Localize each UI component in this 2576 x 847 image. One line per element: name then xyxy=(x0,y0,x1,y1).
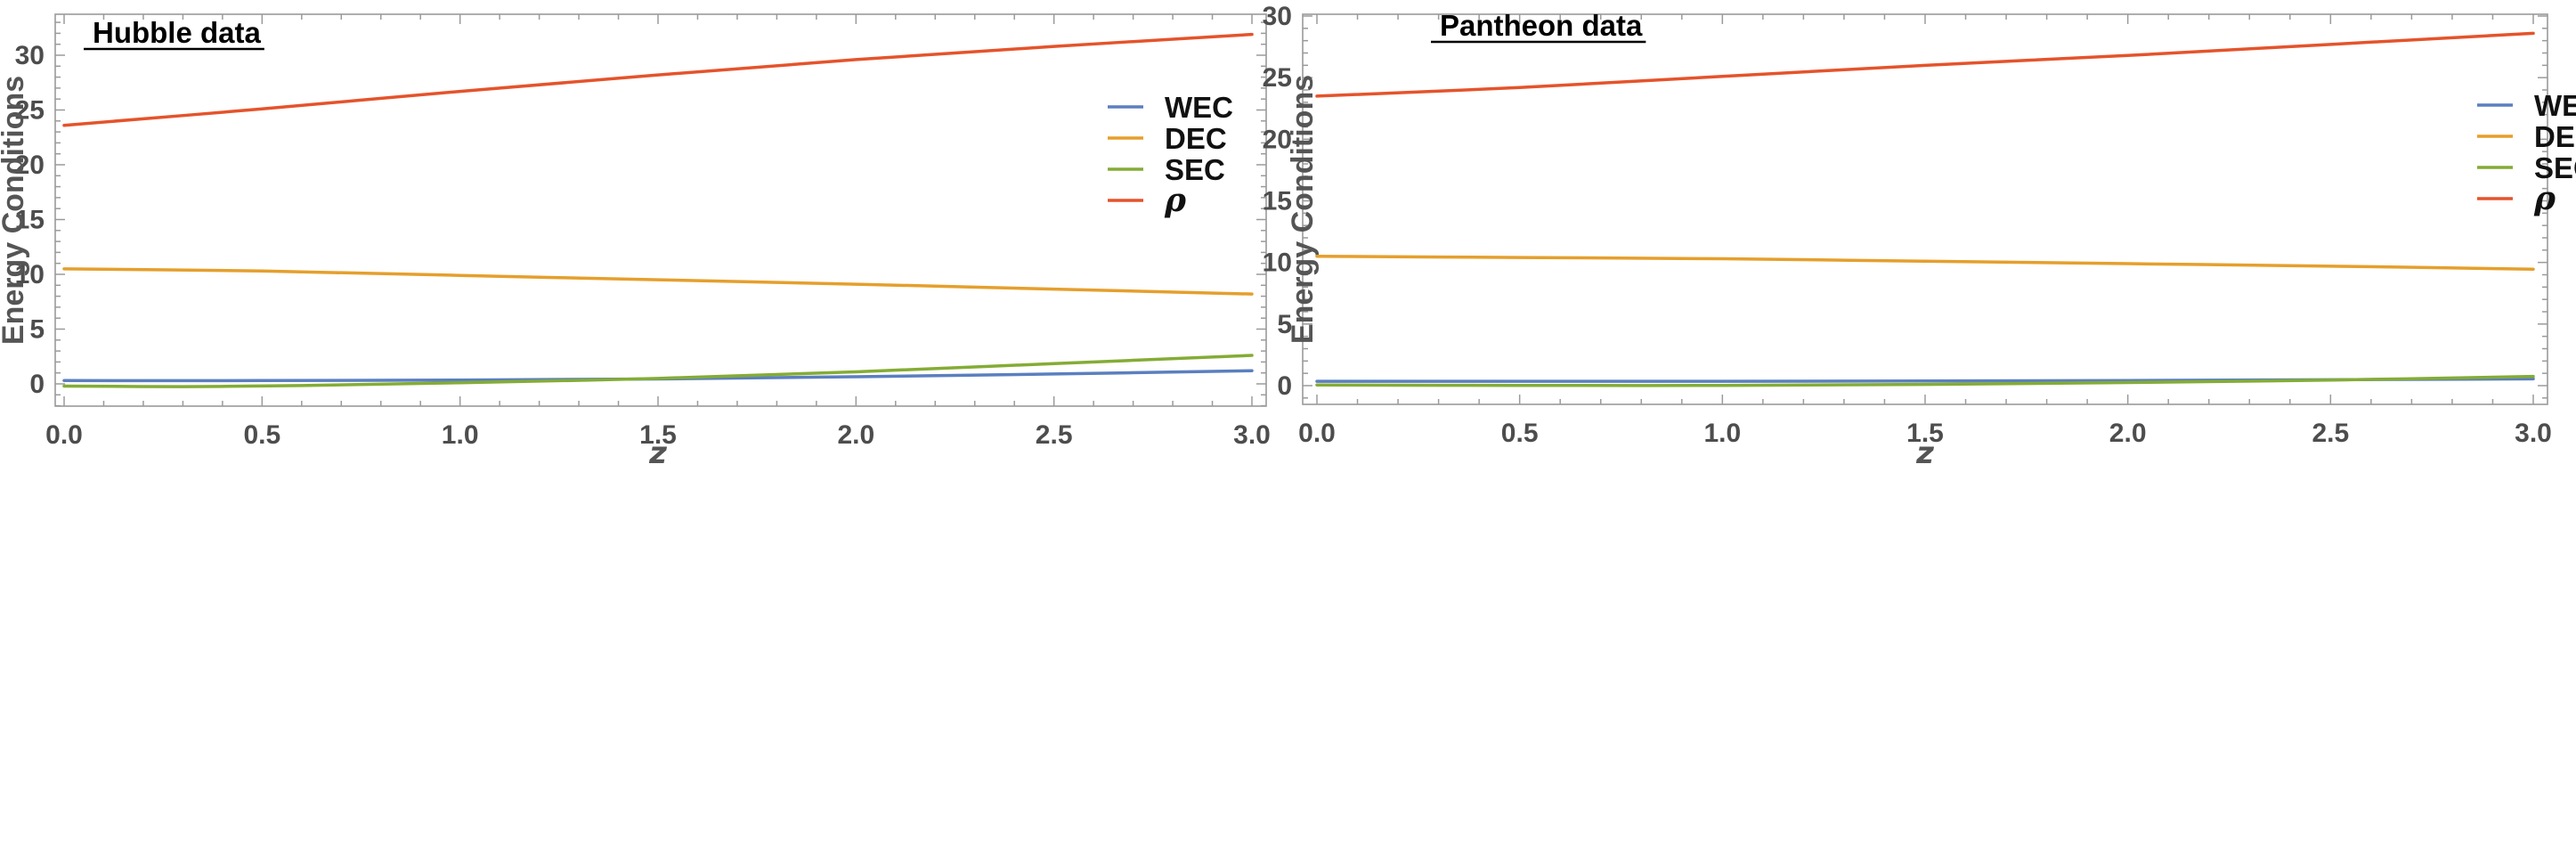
pantheon-y-tick-label: 30 xyxy=(1263,2,1292,31)
hubble-x-tick-label: 3.0 xyxy=(1233,420,1271,450)
hubble-chart-panel: 0.0 0.5 1.0 1.5 2.0 2.5 3.0 0 5 10 15 20 25 30 z Energy… xyxy=(0,13,1271,471)
pantheon-x-tick-label: 2.5 xyxy=(2312,419,2349,448)
pantheon-y-tick-label: 25 xyxy=(1263,63,1292,93)
hubble-legend-item-wec: WEC xyxy=(1108,91,1233,124)
pantheon-legend-item-dec: DEC xyxy=(2477,120,2576,153)
pantheon-y-axis-title: Energy Conditions xyxy=(1286,75,1320,344)
pantheon-chart: 0.0 0.5 1.0 1.5 2.0 2.5 3.0 0 5 10 15 20 25 30 z Energy… xyxy=(1263,2,2576,471)
pantheon-series-rho-line xyxy=(1315,31,2535,98)
hubble-x-tick-label: 2.0 xyxy=(837,420,874,450)
hubble-y-tick-label: 30 xyxy=(15,41,45,70)
pantheon-legend-label-wec: WEC xyxy=(2534,89,2576,122)
hubble-chart: 0.0 0.5 1.0 1.5 2.0 2.5 3.0 0 5 10 15 20 25 30 z Energy… xyxy=(0,13,1271,471)
hubble-x-axis: 0.0 0.5 1.0 1.5 2.0 2.5 3.0 xyxy=(45,14,1271,450)
hubble-chart-title: Hubble data xyxy=(93,16,261,49)
hubble-y-tick-label: 0 xyxy=(29,370,45,399)
pantheon-x-tick-label: 1.0 xyxy=(1703,419,1741,448)
hubble-legend-label-sec: SEC xyxy=(1165,153,1225,186)
hubble-series-dec-line xyxy=(62,267,1254,296)
pantheon-y-tick-label: 5 xyxy=(1277,310,1292,339)
hubble-legend-item-sec: SEC xyxy=(1108,153,1225,186)
pantheon-x-axis-title: z xyxy=(1915,436,1934,471)
pantheon-x-tick-label: 3.0 xyxy=(2515,419,2552,448)
hubble-y-tick-label: 20 xyxy=(15,151,45,180)
pantheon-legend-label-sec: SEC xyxy=(2534,151,2576,184)
hubble-x-tick-label: 0.0 xyxy=(45,420,83,450)
hubble-y-axis: 0 5 10 15 20 25 30 xyxy=(15,21,1266,407)
hubble-legend-item-dec: DEC xyxy=(1108,122,1227,155)
pantheon-chart-title: Pantheon data xyxy=(1440,9,1643,42)
hubble-y-tick-label: 10 xyxy=(15,260,45,289)
hubble-y-tick-label: 25 xyxy=(15,96,45,126)
pantheon-series-sec-line xyxy=(1315,374,2535,387)
hubble-y-tick-label: 5 xyxy=(29,315,45,345)
hubble-series-rho-line xyxy=(62,32,1254,127)
pantheon-legend-label-rho: ρ xyxy=(2533,180,2556,217)
hubble-x-tick-label: 1.5 xyxy=(639,420,677,450)
pantheon-y-tick-label: 0 xyxy=(1277,371,1292,401)
hubble-x-tick-label: 0.5 xyxy=(243,420,280,450)
pantheon-x-tick-label: 2.0 xyxy=(2109,419,2147,448)
hubble-legend-item-rho: ρ xyxy=(1108,182,1187,219)
pantheon-legend-item-sec: SEC xyxy=(2477,151,2576,184)
hubble-x-tick-label: 2.5 xyxy=(1036,420,1073,450)
hubble-series-group xyxy=(62,32,1254,388)
hubble-legend-label-wec: WEC xyxy=(1165,91,1233,124)
pantheon-series-dec-line xyxy=(1315,255,2535,272)
hubble-legend-label-dec: DEC xyxy=(1165,122,1227,155)
pantheon-plot: 0.0 0.5 1.0 1.5 2.0 2.5 3.0 0 5 10 15 20 25 30 z Energy… xyxy=(1263,2,2576,471)
pantheon-chart-panel: 0.0 0.5 1.0 1.5 2.0 2.5 3.0 0 5 10 15 20 25 30 z Energy… xyxy=(1263,0,2576,847)
pantheon-y-tick-label: 15 xyxy=(1263,187,1292,216)
pantheon-y-tick-label: 10 xyxy=(1263,248,1292,278)
pantheon-legend-item-wec: WEC xyxy=(2477,89,2576,122)
pantheon-plot-frame xyxy=(1302,13,2548,405)
pantheon-legend-item-rho: ρ xyxy=(2477,180,2556,217)
hubble-x-tick-label: 1.0 xyxy=(442,420,479,450)
hubble-series-sec-line xyxy=(62,354,1254,388)
pantheon-x-tick-label: 0.0 xyxy=(1298,419,1336,448)
hubble-x-axis-title: z xyxy=(648,436,667,471)
hubble-plot-frame xyxy=(54,13,1267,407)
pantheon-x-tick-label: 0.5 xyxy=(1501,419,1539,448)
pantheon-series-group xyxy=(1315,31,2535,387)
hubble-y-tick-label: 15 xyxy=(15,206,45,235)
pantheon-y-tick-label: 20 xyxy=(1263,125,1292,154)
pantheon-x-tick-label: 1.5 xyxy=(1906,419,1944,448)
pantheon-x-axis: 0.0 0.5 1.0 1.5 2.0 2.5 3.0 xyxy=(1298,14,2552,448)
pantheon-y-axis: 0 5 10 15 20 25 30 xyxy=(1263,2,2548,401)
hubble-y-axis-title: Energy Conditions xyxy=(0,76,30,345)
pantheon-legend-label-dec: DEC xyxy=(2534,120,2576,153)
hubble-plot: 0.0 0.5 1.0 1.5 2.0 2.5 3.0 0 5 10 15 20 25 30 z Energy… xyxy=(0,13,1271,471)
hubble-legend-label-rho: ρ xyxy=(1164,182,1187,219)
